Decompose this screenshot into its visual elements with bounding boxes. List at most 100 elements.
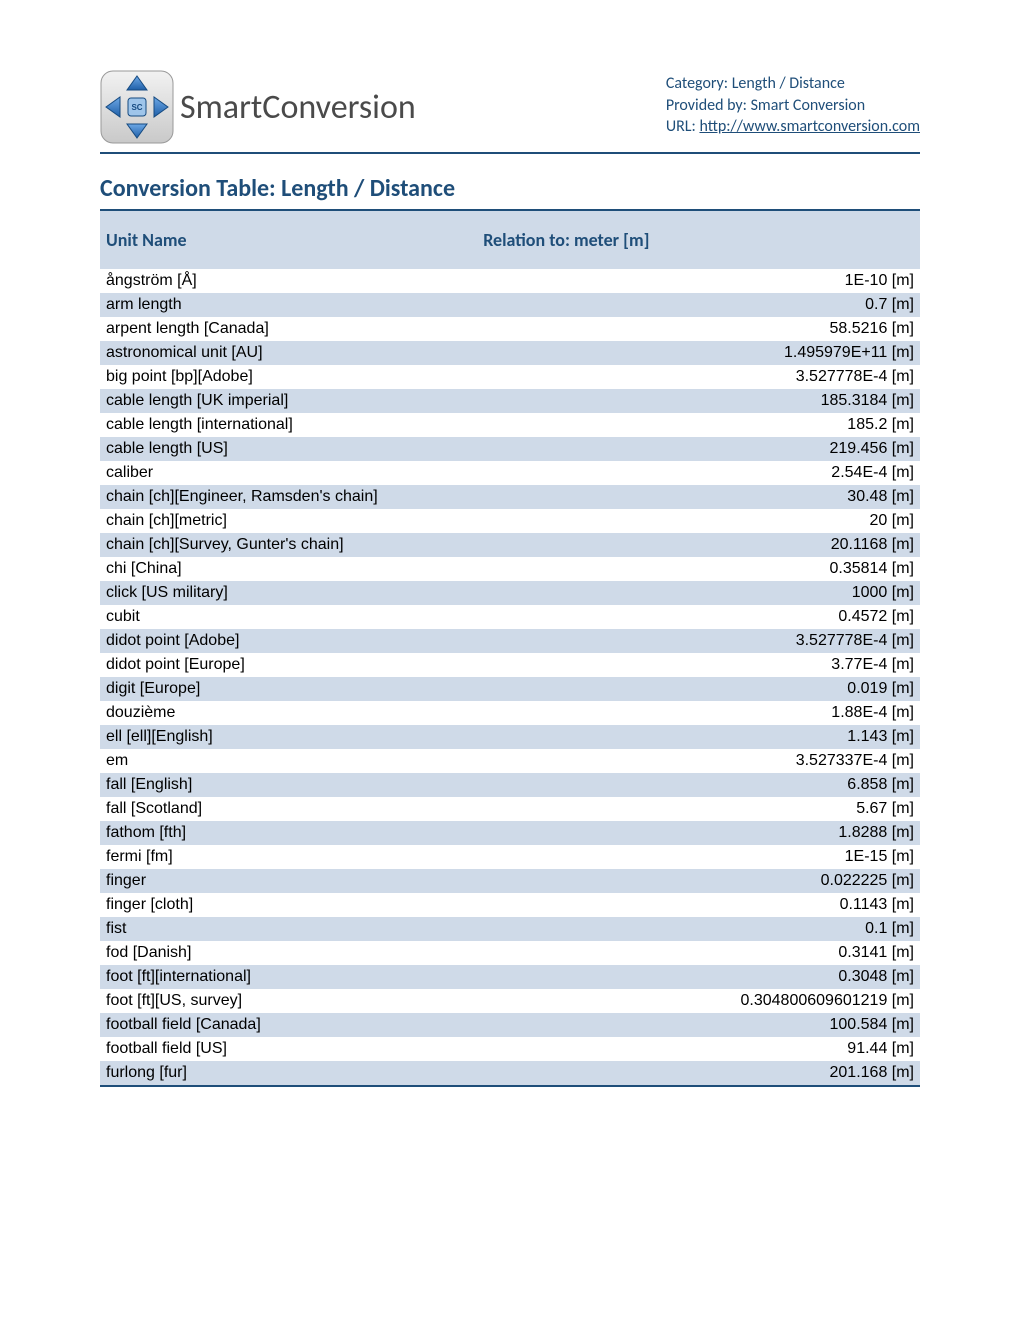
value-cell: 1.88E-4 [m] [477,701,920,725]
unit-cell: em [100,749,477,773]
value-cell: 219.456 [m] [477,437,920,461]
unit-cell: fathom [fth] [100,821,477,845]
table-row: didot point [Adobe]3.527778E-4 [m] [100,629,920,653]
value-cell: 3.527337E-4 [m] [477,749,920,773]
unit-cell: cable length [UK imperial] [100,389,477,413]
meta-info: Category: Length / Distance Provided by:… [666,73,920,144]
table-row: football field [Canada]100.584 [m] [100,1013,920,1037]
svg-text:SC: SC [131,103,142,112]
unit-cell: big point [bp][Adobe] [100,365,477,389]
conversion-table: Unit Name Relation to: meter [m] ångströ… [100,209,920,1087]
brand: SC SmartConversion [100,70,416,144]
unit-cell: douzième [100,701,477,725]
unit-cell: foot [ft][international] [100,965,477,989]
section-title: Conversion Table: Length / Distance [100,166,920,209]
unit-cell: ell [ell][English] [100,725,477,749]
unit-cell: arpent length [Canada] [100,317,477,341]
value-cell: 0.1 [m] [477,917,920,941]
unit-cell: cubit [100,605,477,629]
unit-cell: football field [US] [100,1037,477,1061]
meta-category-value: Length / Distance [732,74,845,93]
value-cell: 5.67 [m] [477,797,920,821]
brand-title: SmartConversion [180,87,416,128]
table-row: astronomical unit [AU]1.495979E+11 [m] [100,341,920,365]
value-cell: 1.495979E+11 [m] [477,341,920,365]
meta-url-link[interactable]: http://www.smartconversion.com [699,117,920,136]
value-cell: 20.1168 [m] [477,533,920,557]
col-header-relation: Relation to: meter [m] [477,210,920,269]
value-cell: 1000 [m] [477,581,920,605]
meta-provided-label: Provided by: [666,96,747,115]
value-cell: 100.584 [m] [477,1013,920,1037]
value-cell: 91.44 [m] [477,1037,920,1061]
unit-cell: furlong [fur] [100,1061,477,1086]
value-cell: 0.1143 [m] [477,893,920,917]
meta-url-label: URL: [666,117,696,136]
value-cell: 1E-15 [m] [477,845,920,869]
table-row: em3.527337E-4 [m] [100,749,920,773]
smartconversion-logo-icon: SC [100,70,174,144]
table-row: ell [ell][English]1.143 [m] [100,725,920,749]
unit-cell: chain [ch][metric] [100,509,477,533]
value-cell: 0.3048 [m] [477,965,920,989]
unit-cell: chain [ch][Engineer, Ramsden's chain] [100,485,477,509]
value-cell: 58.5216 [m] [477,317,920,341]
unit-cell: fist [100,917,477,941]
value-cell: 0.35814 [m] [477,557,920,581]
value-cell: 20 [m] [477,509,920,533]
unit-cell: finger [cloth] [100,893,477,917]
table-row: douzième1.88E-4 [m] [100,701,920,725]
table-row: fermi [fm]1E-15 [m] [100,845,920,869]
value-cell: 0.7 [m] [477,293,920,317]
table-row: cable length [US]219.456 [m] [100,437,920,461]
table-row: digit [Europe]0.019 [m] [100,677,920,701]
value-cell: 185.3184 [m] [477,389,920,413]
table-row: arm length0.7 [m] [100,293,920,317]
table-row: cable length [international]185.2 [m] [100,413,920,437]
unit-cell: caliber [100,461,477,485]
meta-provided: Provided by: Smart Conversion [666,95,920,117]
value-cell: 0.3141 [m] [477,941,920,965]
unit-cell: football field [Canada] [100,1013,477,1037]
unit-cell: arm length [100,293,477,317]
unit-cell: ångström [Å] [100,269,477,293]
table-row: fod [Danish]0.3141 [m] [100,941,920,965]
table-row: chi [China]0.35814 [m] [100,557,920,581]
value-cell: 2.54E-4 [m] [477,461,920,485]
value-cell: 0.019 [m] [477,677,920,701]
unit-cell: click [US military] [100,581,477,605]
meta-category-label: Category: [666,74,728,93]
table-row: chain [ch][metric]20 [m] [100,509,920,533]
value-cell: 6.858 [m] [477,773,920,797]
unit-cell: chi [China] [100,557,477,581]
unit-cell: fod [Danish] [100,941,477,965]
value-cell: 201.168 [m] [477,1061,920,1086]
value-cell: 0.022225 [m] [477,869,920,893]
table-row: fathom [fth]1.8288 [m] [100,821,920,845]
table-row: big point [bp][Adobe]3.527778E-4 [m] [100,365,920,389]
table-row: chain [ch][Survey, Gunter's chain]20.116… [100,533,920,557]
meta-url: URL: http://www.smartconversion.com [666,116,920,138]
table-row: finger0.022225 [m] [100,869,920,893]
meta-category: Category: Length / Distance [666,73,920,95]
value-cell: 30.48 [m] [477,485,920,509]
table-row: cable length [UK imperial]185.3184 [m] [100,389,920,413]
table-row: ångström [Å]1E-10 [m] [100,269,920,293]
unit-cell: didot point [Europe] [100,653,477,677]
page-header: SC SmartConversion Category: Length / Di… [100,70,920,154]
unit-cell: foot [ft][US, survey] [100,989,477,1013]
table-row: arpent length [Canada]58.5216 [m] [100,317,920,341]
table-row: fist0.1 [m] [100,917,920,941]
value-cell: 185.2 [m] [477,413,920,437]
unit-cell: fall [English] [100,773,477,797]
table-row: cubit0.4572 [m] [100,605,920,629]
table-row: football field [US]91.44 [m] [100,1037,920,1061]
unit-cell: digit [Europe] [100,677,477,701]
unit-cell: astronomical unit [AU] [100,341,477,365]
unit-cell: cable length [US] [100,437,477,461]
unit-cell: chain [ch][Survey, Gunter's chain] [100,533,477,557]
table-row: finger [cloth]0.1143 [m] [100,893,920,917]
table-row: foot [ft][US, survey]0.304800609601219 [… [100,989,920,1013]
value-cell: 1.143 [m] [477,725,920,749]
table-row: didot point [Europe]3.77E-4 [m] [100,653,920,677]
